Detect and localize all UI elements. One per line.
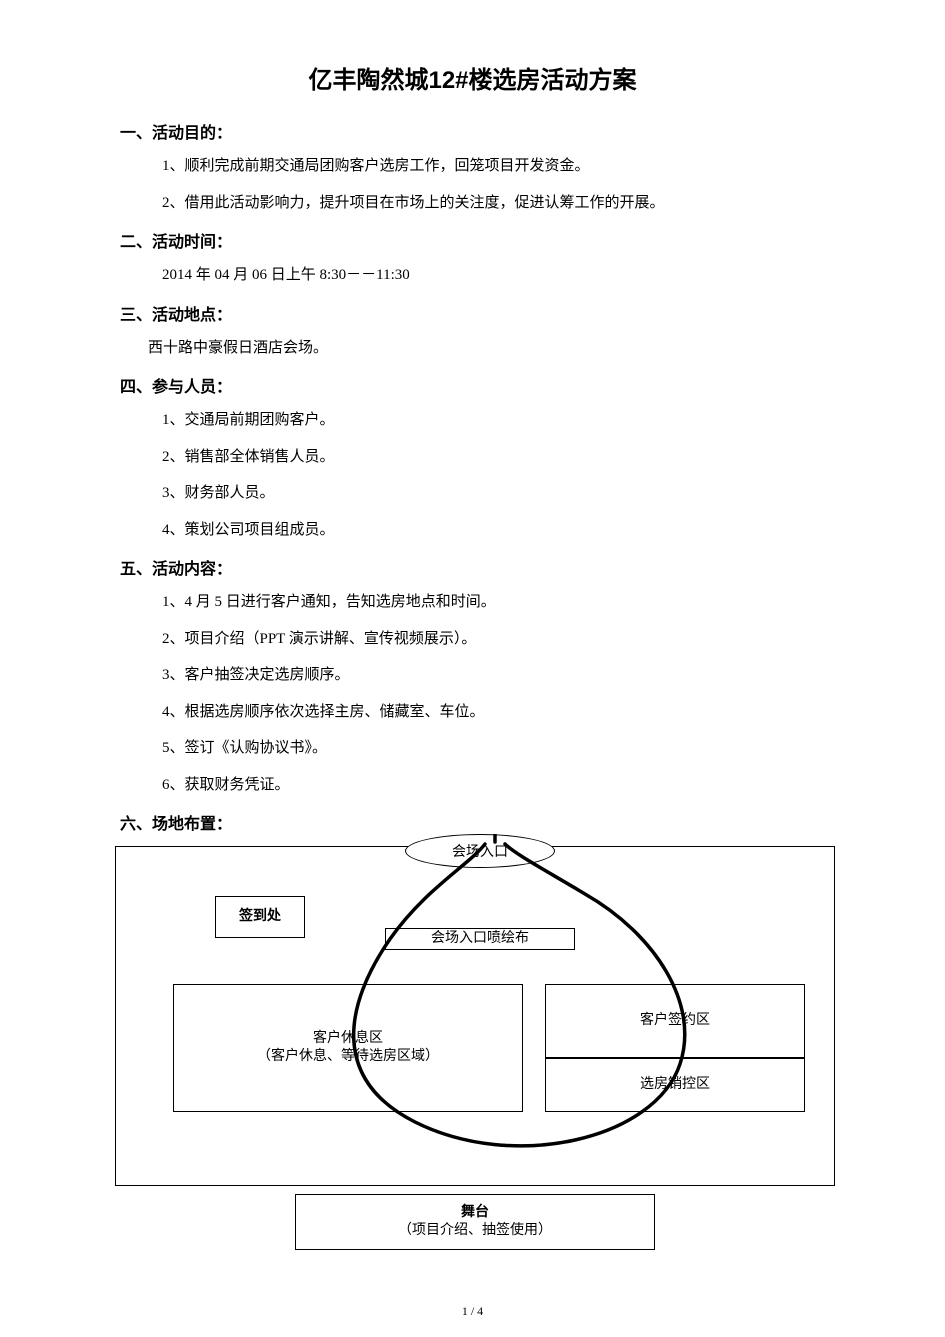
venue-layout-diagram: 会场入口 签到处 会场入口喷绘布 客户休息区 （客户休息、等待选房区域） 客户签… xyxy=(115,834,835,1254)
section-5-head: 五、活动内容： xyxy=(120,555,825,579)
rest-area-box: 客户休息区 （客户休息、等待选房区域） xyxy=(173,984,523,1112)
entrance-oval: 会场入口 xyxy=(405,834,555,868)
section-2-head: 二、活动时间： xyxy=(120,228,825,252)
banner-label: 会场入口喷绘布 xyxy=(431,930,529,948)
section-1-item-1: 1、顺利完成前期交通局团购客户选房工作，回笼项目开发资金。 xyxy=(162,155,825,178)
stage-label-1: 舞台 xyxy=(461,1204,489,1222)
rest-area-label-1: 客户休息区 xyxy=(313,1030,383,1048)
section-3-head: 三、活动地点： xyxy=(120,301,825,325)
signing-area-label: 客户签约区 xyxy=(640,1012,710,1030)
section-3-plain: 西十路中豪假日酒店会场。 xyxy=(148,337,825,360)
section-4-item-3: 3、财务部人员。 xyxy=(162,482,825,505)
control-area-label: 选房销控区 xyxy=(640,1076,710,1094)
section-5-item-6: 6、获取财务凭证。 xyxy=(162,774,825,797)
section-6-head: 六、场地布置： xyxy=(120,810,825,834)
checkin-box: 签到处 xyxy=(215,896,305,938)
page-title: 亿丰陶然城12#楼选房活动方案 xyxy=(120,60,825,95)
control-area-box: 选房销控区 xyxy=(545,1058,805,1112)
rest-area-label-2: （客户休息、等待选房区域） xyxy=(257,1048,439,1066)
stage-label-2: （项目介绍、抽签使用） xyxy=(398,1222,552,1240)
section-4-item-4: 4、策划公司项目组成员。 xyxy=(162,519,825,542)
section-5-item-2: 2、项目介绍（PPT 演示讲解、宣传视频展示）。 xyxy=(162,628,825,651)
section-4-item-2: 2、销售部全体销售人员。 xyxy=(162,446,825,469)
document-page: 亿丰陶然城12#楼选房活动方案 一、活动目的： 1、顺利完成前期交通局团购客户选… xyxy=(0,0,945,1294)
section-1-head: 一、活动目的： xyxy=(120,119,825,143)
stage-box: 舞台 （项目介绍、抽签使用） xyxy=(295,1194,655,1250)
section-2-plain: 2014 年 04 月 06 日上午 8:30－－11:30 xyxy=(162,264,825,287)
checkin-label: 签到处 xyxy=(239,908,281,926)
entrance-label: 会场入口 xyxy=(452,841,508,861)
section-1-item-2: 2、借用此活动影响力，提升项目在市场上的关注度，促进认筹工作的开展。 xyxy=(162,192,825,215)
section-5-item-3: 3、客户抽签决定选房顺序。 xyxy=(162,664,825,687)
section-5-item-5: 5、签订《认购协议书》。 xyxy=(162,737,825,760)
section-5-item-1: 1、4 月 5 日进行客户通知，告知选房地点和时间。 xyxy=(162,591,825,614)
section-4-item-1: 1、交通局前期团购客户。 xyxy=(162,409,825,432)
section-5-item-4: 4、根据选房顺序依次选择主房、储藏室、车位。 xyxy=(162,701,825,724)
banner-box: 会场入口喷绘布 xyxy=(385,928,575,950)
page-number: 1 / 4 xyxy=(0,1304,945,1319)
signing-area-box: 客户签约区 xyxy=(545,984,805,1058)
section-4-head: 四、参与人员： xyxy=(120,373,825,397)
